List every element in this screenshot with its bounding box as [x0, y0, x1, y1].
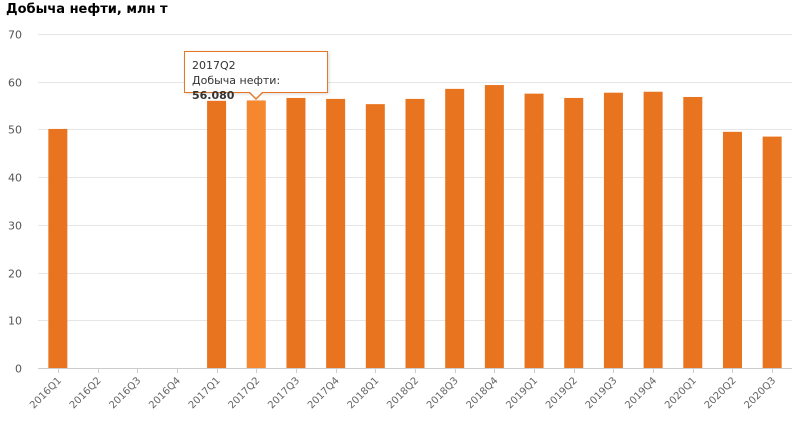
y-tick-label: 50 — [8, 124, 22, 137]
bar[interactable] — [524, 93, 544, 369]
bar[interactable] — [48, 128, 68, 368]
bar[interactable] — [484, 85, 504, 368]
x-tick-label: 2019Q1 — [504, 375, 540, 411]
x-tick-label: 2017Q4 — [306, 375, 342, 411]
x-tick-label: 2016Q3 — [107, 375, 143, 411]
x-tick-label: 2020Q1 — [663, 375, 699, 411]
x-tick-label: 2017Q1 — [187, 375, 223, 411]
y-tick-label: 60 — [8, 77, 22, 90]
y-tick-label: 20 — [8, 268, 22, 281]
bar[interactable] — [207, 100, 227, 369]
y-tick-label: 0 — [15, 363, 22, 376]
y-tick-label: 70 — [8, 29, 22, 42]
bar-tooltip: 2017Q2 Добыча нефти: 56.080 — [184, 51, 328, 102]
bar[interactable] — [326, 98, 346, 369]
bar[interactable] — [564, 97, 584, 369]
bar[interactable] — [603, 92, 623, 368]
chart-title: Добыча нефти, млн т — [6, 2, 168, 17]
x-tick-label: 2016Q1 — [28, 375, 64, 411]
x-tick-label: 2020Q2 — [703, 375, 739, 411]
bar[interactable] — [286, 97, 306, 369]
y-tick-label: 30 — [8, 220, 22, 233]
y-tick-label: 10 — [8, 315, 22, 328]
x-tick-label: 2019Q3 — [584, 375, 620, 411]
x-tick-label: 2019Q4 — [623, 375, 659, 411]
x-tick-label: 2016Q2 — [68, 375, 104, 411]
tooltip-arrow-inner — [250, 92, 262, 98]
bar[interactable] — [722, 131, 742, 368]
x-tick-label: 2018Q3 — [425, 375, 461, 411]
tooltip-label: Добыча нефти: — [192, 74, 281, 87]
x-tick-label: 2019Q2 — [544, 375, 580, 411]
bar[interactable] — [246, 100, 266, 369]
x-tick-label: 2016Q4 — [147, 375, 183, 411]
x-axis: 2016Q1 2016Q2 2016Q3 2016Q4 2017Q1 2017Q2 2017… — [28, 368, 792, 411]
y-tick-label: 40 — [8, 172, 22, 185]
bar[interactable] — [643, 91, 663, 368]
x-tick-label: 2017Q2 — [227, 375, 263, 411]
bar[interactable] — [762, 136, 782, 368]
x-tick-label: 2018Q1 — [346, 375, 382, 411]
tooltip-row: Добыча нефти: 56.080 — [192, 73, 320, 103]
x-tick-label: 2020Q3 — [742, 375, 778, 411]
x-tick-label: 2018Q2 — [385, 375, 421, 411]
bar[interactable] — [445, 88, 465, 368]
bar[interactable] — [683, 96, 703, 369]
x-tick-label: 2017Q3 — [266, 375, 302, 411]
tooltip-category: 2017Q2 — [192, 59, 236, 72]
tooltip-value: 56.080 — [192, 89, 235, 102]
bar[interactable] — [405, 98, 425, 369]
x-tick-label: 2018Q4 — [465, 375, 501, 411]
bars — [48, 85, 782, 369]
bar[interactable] — [365, 104, 385, 368]
y-axis: 0 10 20 30 40 50 60 70 — [8, 29, 22, 376]
